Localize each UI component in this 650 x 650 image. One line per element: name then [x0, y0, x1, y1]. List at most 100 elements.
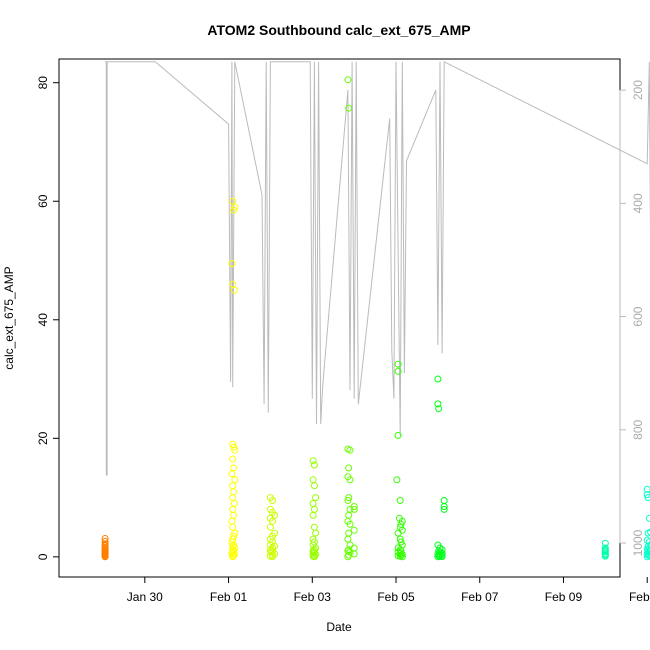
data-point [229, 505, 237, 513]
data-point [643, 491, 650, 499]
data-point [344, 535, 352, 543]
x-axis-label: Date [326, 620, 352, 634]
data-point [346, 446, 354, 454]
data-point [269, 544, 276, 552]
data-point [394, 360, 402, 368]
data-point [229, 494, 237, 502]
series-feb-11 [643, 485, 650, 561]
data-point [345, 104, 353, 112]
y-tick-label: 20 [36, 431, 50, 445]
data-point [434, 553, 442, 561]
data-point [269, 553, 276, 561]
data-point [344, 497, 352, 504]
data-point [435, 405, 443, 413]
series-jan-29 [101, 535, 109, 561]
data-point [229, 523, 237, 531]
data-point [644, 494, 650, 502]
x-tick-label: Feb 09 [545, 590, 583, 604]
data-point [230, 500, 238, 507]
data-point [230, 464, 238, 472]
data-point [230, 206, 238, 214]
data-point [310, 553, 318, 561]
data-point [269, 497, 276, 504]
y-tick-label: 40 [36, 313, 50, 327]
data-point [228, 260, 236, 267]
data-point [396, 535, 404, 543]
data-point [309, 511, 317, 519]
secondary-tick-label: 600 [631, 306, 645, 326]
data-point [345, 529, 353, 537]
secondary-tick-label: 200 [631, 80, 645, 100]
secondary-y-axis: 200 400 600 800 1000 [619, 80, 645, 556]
data-point [440, 503, 448, 510]
secondary-tick-label: 1000 [631, 529, 645, 556]
x-axis: Jan 30 Feb 01 Feb 03 Feb 05 Feb 07 Feb 09 Feb … [127, 577, 650, 604]
data-point [101, 541, 109, 549]
data-point [266, 523, 274, 531]
series-feb-02 [266, 494, 279, 561]
data-point [394, 529, 402, 537]
data-point [228, 470, 236, 478]
data-point [229, 482, 237, 490]
data-point [310, 523, 318, 531]
data-point [438, 553, 446, 561]
data-point [346, 476, 354, 484]
x-tick-label: Feb 01 [210, 590, 248, 604]
series-feb-05 [393, 360, 406, 561]
x-tick-label: Feb 03 [294, 590, 332, 604]
data-point [398, 553, 406, 561]
data-point [229, 440, 237, 448]
data-point [647, 552, 650, 560]
x-tick-label: Jan 30 [127, 590, 163, 604]
data-point [350, 526, 358, 534]
data-point [350, 505, 358, 513]
data-point [312, 494, 320, 502]
data-point [643, 553, 650, 561]
secondary-tick-label: 400 [631, 193, 645, 213]
data-point [601, 552, 609, 560]
data-point [397, 551, 405, 559]
data-point [434, 375, 442, 383]
y-axis-label: calc_ext_675_AMP [2, 266, 16, 369]
series-feb-01 [228, 197, 239, 561]
data-point [643, 485, 650, 493]
depth-trace-layer [105, 60, 650, 476]
data-point [345, 511, 353, 519]
data-point [230, 488, 238, 496]
data-point [229, 197, 237, 205]
data-point [344, 76, 352, 84]
data-point [647, 528, 650, 536]
data-point [310, 461, 318, 469]
series-feb-04 [344, 76, 358, 561]
data-point [101, 549, 109, 557]
data-point [230, 286, 238, 294]
data-point [231, 446, 239, 454]
data-point [345, 464, 353, 472]
data-point [229, 553, 237, 561]
data-point [230, 511, 238, 519]
data-point [344, 553, 352, 561]
data-point [644, 529, 650, 537]
data-point [309, 476, 317, 484]
y-tick-label: 0 [36, 553, 50, 560]
data-point [440, 497, 448, 504]
plot-frame [58, 58, 621, 578]
data-point [309, 457, 317, 465]
series-feb-06 [434, 375, 448, 561]
data-point [434, 400, 442, 408]
x-tick-label: Feb 07 [461, 590, 499, 604]
series-feb-03 [309, 457, 320, 561]
data-point [269, 517, 276, 525]
data-point [393, 476, 401, 484]
chart-title: ATOM2 Southbound calc_ext_675_AMP [207, 22, 470, 38]
x-tick-label: Feb 11 [629, 590, 650, 604]
data-point [396, 497, 404, 504]
data-point [312, 529, 320, 537]
data-point [231, 476, 239, 484]
x-tick-label: Feb 05 [377, 590, 415, 604]
data-point [309, 500, 317, 507]
data-point [310, 482, 318, 490]
depth-trace-line [105, 60, 650, 476]
series-feb-10 [601, 539, 609, 560]
